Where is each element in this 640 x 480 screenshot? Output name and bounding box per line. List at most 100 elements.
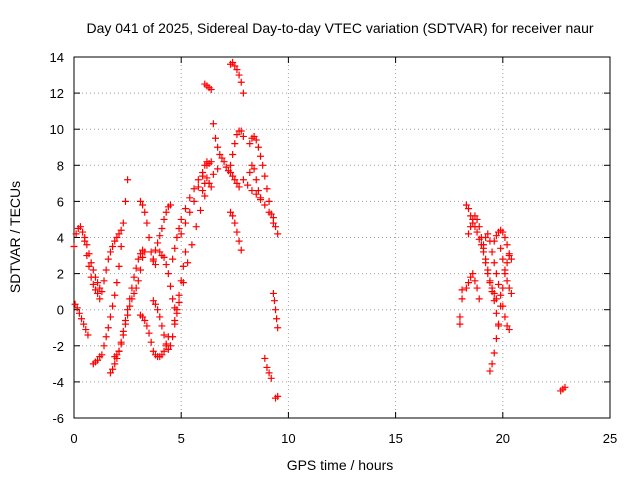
data-point — [121, 320, 129, 328]
data-point — [207, 85, 215, 93]
data-point — [488, 284, 496, 292]
data-point — [227, 208, 235, 216]
data-point — [111, 291, 119, 299]
data-point — [151, 261, 159, 269]
data-point — [486, 367, 494, 375]
data-point — [115, 347, 123, 355]
series-arc17 — [199, 174, 215, 195]
data-point — [505, 250, 513, 258]
series-arc12 — [149, 201, 174, 263]
data-point — [561, 383, 569, 391]
data-point — [471, 277, 479, 285]
data-point — [497, 302, 505, 310]
data-point — [160, 331, 168, 339]
data-point — [156, 248, 164, 256]
data-point — [139, 313, 147, 321]
data-point — [205, 159, 213, 167]
data-point — [237, 78, 245, 86]
series-arc29 — [456, 286, 466, 328]
data-point — [246, 140, 254, 148]
data-point — [96, 284, 104, 292]
x-tick-label: 20 — [496, 431, 510, 446]
series-arc2 — [71, 300, 92, 339]
data-point — [274, 392, 282, 400]
data-point — [231, 140, 239, 148]
data-point — [100, 277, 108, 285]
data-point — [254, 187, 262, 195]
data-point — [467, 223, 475, 231]
data-point — [501, 234, 509, 241]
x-tick-label: 25 — [603, 431, 617, 446]
data-point — [497, 244, 505, 252]
data-point — [149, 255, 157, 263]
data-point — [94, 289, 102, 297]
data-point — [231, 176, 239, 184]
data-point — [482, 234, 490, 241]
data-point — [87, 259, 95, 267]
data-point — [252, 136, 260, 144]
data-point — [214, 165, 222, 173]
data-point — [188, 241, 196, 249]
data-point — [250, 165, 258, 173]
data-point — [503, 259, 511, 267]
data-point — [104, 324, 112, 332]
series-arc6 — [100, 176, 132, 350]
data-point — [250, 132, 258, 140]
data-point — [164, 345, 172, 353]
data-point — [160, 347, 168, 355]
data-point — [488, 248, 496, 256]
data-point — [201, 192, 209, 200]
data-point — [160, 253, 168, 261]
data-point — [261, 172, 269, 180]
data-point — [149, 297, 157, 305]
data-point — [490, 259, 498, 267]
data-point — [507, 289, 515, 297]
series-arc35 — [490, 226, 513, 258]
data-point — [113, 351, 121, 359]
data-point — [85, 250, 93, 258]
data-point — [141, 208, 149, 216]
data-point — [106, 369, 114, 377]
series-arc34 — [486, 252, 515, 375]
data-point — [154, 239, 162, 247]
data-point — [207, 183, 215, 191]
data-point — [194, 183, 202, 191]
y-tick-label: 4 — [57, 231, 64, 246]
data-point — [237, 127, 245, 135]
data-point — [209, 170, 217, 178]
data-point — [475, 223, 483, 231]
data-point — [484, 230, 492, 238]
data-point — [96, 295, 104, 303]
data-point — [124, 311, 132, 319]
data-point — [89, 266, 97, 274]
series-arc3 — [81, 234, 104, 292]
data-point — [80, 320, 88, 328]
data-point — [82, 326, 90, 334]
data-point — [229, 58, 237, 66]
data-point — [265, 197, 273, 205]
y-axis-label: SDTVAR / TECUs — [7, 181, 23, 293]
data-point — [201, 161, 209, 169]
data-point — [166, 201, 174, 209]
data-point — [132, 264, 140, 272]
data-point — [233, 179, 241, 187]
data-point — [111, 360, 119, 368]
y-tick-label: 2 — [57, 267, 64, 282]
data-point — [109, 365, 117, 373]
data-point — [98, 288, 106, 296]
series-arc27 — [269, 289, 282, 332]
data-point — [98, 351, 106, 359]
data-point — [495, 320, 503, 328]
data-point — [503, 277, 511, 285]
series-arc28 — [272, 392, 282, 402]
series-arc37 — [557, 383, 569, 395]
series-arc25 — [246, 161, 265, 202]
data-point — [143, 219, 151, 227]
data-point — [490, 349, 498, 357]
data-point — [71, 300, 79, 308]
y-tick-labels: 14 12 10 8 6 4 2 0 -2 -4 -6 — [50, 50, 64, 426]
data-point — [263, 363, 271, 371]
data-point — [154, 306, 162, 314]
series-arc14 — [169, 158, 215, 263]
data-point — [169, 255, 177, 263]
